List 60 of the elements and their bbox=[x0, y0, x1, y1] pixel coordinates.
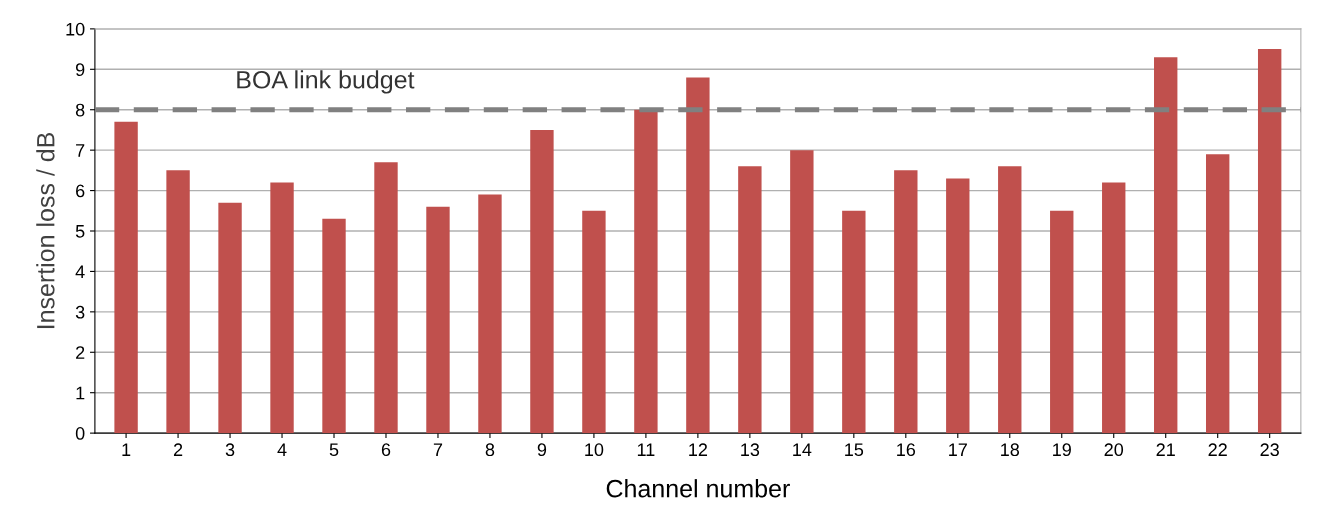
x-tick-label: 16 bbox=[897, 443, 916, 457]
x-tick-label: 22 bbox=[1208, 443, 1227, 456]
ref-line-label: BOA link budget bbox=[237, 70, 415, 94]
x-tick-label: 14 bbox=[793, 443, 812, 456]
y-tick-label: 8 bbox=[75, 103, 85, 117]
bar bbox=[478, 194, 502, 434]
y-tick-label: 3 bbox=[75, 305, 85, 319]
bar bbox=[790, 150, 814, 434]
bar bbox=[1206, 154, 1230, 434]
y-tick-label: 1 bbox=[76, 386, 85, 400]
x-tick-label: 15 bbox=[845, 443, 864, 457]
x-tick-label: 2 bbox=[173, 443, 183, 456]
x-tick-label: 18 bbox=[1001, 443, 1020, 457]
bar bbox=[1154, 57, 1178, 434]
bar bbox=[1257, 49, 1282, 434]
x-axis-title: Channel number bbox=[606, 479, 790, 498]
bar bbox=[686, 77, 710, 434]
bar bbox=[166, 170, 190, 434]
y-tick-label: 5 bbox=[75, 225, 85, 238]
x-tick-label: 7 bbox=[433, 443, 443, 456]
y-axis-title: Insertion loss / dB bbox=[36, 132, 55, 329]
bar bbox=[374, 162, 398, 434]
y-tick-label: 9 bbox=[75, 63, 85, 77]
x-tick-label: 17 bbox=[949, 443, 967, 456]
bar bbox=[530, 129, 554, 434]
bar bbox=[426, 206, 450, 434]
x-tick-label: 3 bbox=[225, 443, 235, 457]
x-tick-label: 11 bbox=[637, 443, 655, 456]
y-tick-label: 4 bbox=[75, 265, 85, 278]
x-tick-label: 1 bbox=[122, 443, 131, 456]
x-tick-label: 12 bbox=[689, 443, 708, 456]
x-tick-label: 10 bbox=[585, 443, 604, 457]
bar bbox=[894, 170, 918, 434]
x-tick-label: 19 bbox=[1053, 443, 1071, 457]
y-tick-label: 7 bbox=[76, 144, 85, 157]
x-tick-label: 6 bbox=[381, 443, 391, 457]
x-tick-label: 4 bbox=[277, 443, 287, 456]
bar bbox=[582, 210, 606, 434]
bar bbox=[946, 178, 970, 434]
x-tick-label: 13 bbox=[741, 443, 760, 457]
y-tick-label: 2 bbox=[76, 346, 85, 359]
bar bbox=[1050, 210, 1074, 434]
bar bbox=[270, 182, 294, 434]
x-tick-label: 21 bbox=[1156, 443, 1175, 456]
bar bbox=[738, 166, 762, 434]
bar bbox=[114, 121, 138, 434]
y-tick-label: 10 bbox=[66, 22, 85, 36]
x-tick-label: 9 bbox=[537, 443, 547, 457]
x-tick-label: 20 bbox=[1104, 443, 1124, 457]
x-tick-label: 5 bbox=[329, 443, 339, 457]
x-tick-label: 8 bbox=[485, 443, 495, 457]
bar bbox=[634, 109, 658, 434]
y-tick-label: 6 bbox=[76, 184, 85, 198]
bar bbox=[218, 202, 242, 434]
bar bbox=[998, 166, 1022, 434]
x-tick-label: 23 bbox=[1260, 443, 1279, 457]
bar bbox=[842, 210, 866, 434]
bar bbox=[1102, 182, 1126, 434]
y-tick-label: 0 bbox=[75, 427, 85, 440]
bar bbox=[322, 218, 346, 434]
